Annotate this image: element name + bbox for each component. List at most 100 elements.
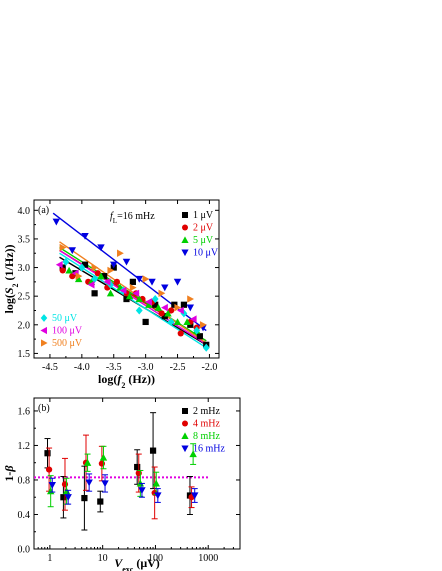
panel-a-frame [33,199,220,359]
data-point [202,343,210,352]
legend-label: 10 μV [193,248,219,259]
legend-marker [181,236,189,243]
panel-a-ticks: -4.5 -4.0 -3.5 -3.0 -2.5 -2.0 1.5 2.0 2.5 3.0 3.5 4… [18,200,219,373]
data-point [61,481,69,488]
data-point [180,309,188,318]
data-point [98,460,105,467]
data-point [68,247,76,255]
x-tick-label: -2.5 [170,362,186,373]
data-point [74,275,83,283]
data-point [64,494,72,501]
legend-marker [182,212,188,218]
legend-marker [181,445,189,453]
y-tick-label: 2.0 [18,320,31,331]
legend-label: 5 μV [193,235,214,246]
y-tick-label: 3.0 [18,263,31,274]
data-point [97,498,104,505]
data-point [132,289,140,298]
data-point [129,278,136,285]
data-point [164,309,172,317]
data-point [62,257,70,266]
panel-b-label: (b) [38,403,50,414]
data-point [91,263,99,272]
legend-marker [182,408,188,414]
data-point [186,304,195,312]
data-point [189,315,197,323]
data-point [78,263,86,272]
data-point [94,270,101,277]
data-point [152,301,159,308]
data-point [59,243,67,252]
data-point [154,492,162,500]
data-point [48,482,56,489]
data-point [113,278,121,285]
legend-label: 2 mHz [193,406,221,417]
data-point [55,260,63,269]
y-tick-label: 4.0 [18,206,31,217]
legend-marker [41,339,48,347]
data-point [158,310,165,317]
y-tick-label: 1.5 [18,349,31,360]
y-tick-label: 3.5 [18,234,31,245]
panel-a: -4.5 -4.0 -3.5 -3.0 -2.5 -2.0 1.5 2.0 2.5 3.0 3.5 4… [2,199,220,390]
y-tick-label: 0.4 [18,510,31,521]
legend-label: 8 mHz [193,431,221,442]
data-point [173,278,182,286]
y-tick-label: 2.5 [18,292,31,303]
data-point [142,275,150,283]
legend-marker [40,314,48,322]
y-tick-label: 1.2 [18,441,31,452]
data-point [125,292,134,300]
x-tick-label: 100 [148,553,163,564]
data-point [119,286,127,295]
legend-marker [182,224,188,231]
data-point [151,295,159,304]
x-tick-label: 1000 [198,553,218,564]
data-point [135,295,143,303]
legend-label: 4 mHz [193,419,221,430]
data-point [69,273,76,280]
legend-label: 2 μV [193,223,214,234]
panel-a-annotation: fL=16 mHz [110,211,155,225]
panel-a-y-axis-label: log(S2 (1/Hz)) [2,244,20,313]
data-point [145,301,153,308]
data-point [83,458,92,466]
data-point [174,303,182,312]
data-point [122,258,131,266]
y-tick-label: 0.0 [18,545,31,556]
data-point [101,273,108,280]
data-point [103,278,111,286]
panel-a-label: (a) [38,205,49,216]
panel-b-y-axis-label: 1-β [2,465,16,482]
panel-b-ticks: 1 10 100 1000 0.0 0.4 0.8 1.2 1.6 [18,398,241,564]
x-tick-label: -3.5 [106,362,122,373]
data-point [85,479,93,487]
data-point [65,266,73,274]
data-point [135,306,143,315]
data-point [87,281,95,289]
panel-b-x-axis-label: Vexc (μV) [114,556,160,571]
data-point [180,301,188,308]
data-point [110,261,118,269]
data-point [161,303,168,312]
data-point [45,466,53,473]
data-point [149,447,157,454]
data-point [138,487,146,495]
data-point [142,318,149,326]
data-point [145,298,152,306]
data-point [129,283,137,292]
data-point [154,303,163,311]
legend-marker [181,432,189,439]
data-point [135,275,143,283]
data-point [106,289,115,297]
data-point [99,453,108,461]
data-point [52,218,61,226]
legend-marker [40,326,47,335]
panel-b-points [44,412,199,531]
data-point [75,272,83,280]
x-tick-label: -4.5 [42,362,58,373]
